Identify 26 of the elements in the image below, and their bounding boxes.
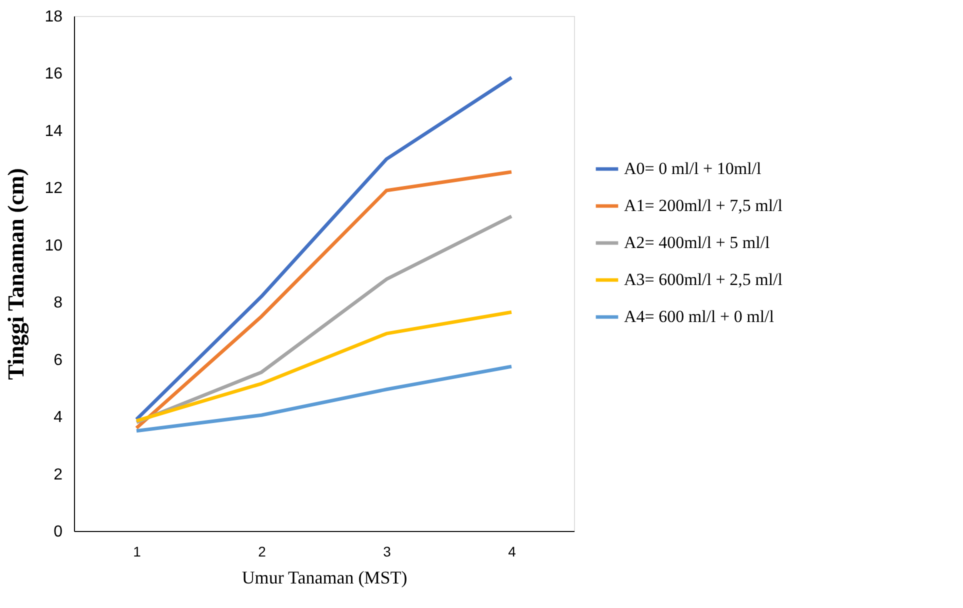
line-series [134,76,514,422]
legend-label: A2= 400ml/l + 5 ml/l [624,233,770,252]
y-tick-label: 16 [44,66,63,83]
y-tick-label: 4 [54,409,63,426]
y-tick-label: 18 [44,8,63,26]
y-tick-label: 0 [54,524,63,540]
y-tick-label: 14 [44,122,63,140]
y-tick-label: 6 [54,352,63,369]
line-series [134,214,514,424]
x-tick-label: 1 [133,544,142,560]
legend-label: A1= 200ml/l + 7,5 ml/l [624,196,783,215]
line-series [134,170,514,430]
y-tick-label: 2 [54,466,63,484]
legend-label: A3= 600ml/l + 2,5 ml/l [624,270,783,289]
legend-label: A0= 0 ml/l + 10ml/l [624,159,762,178]
line-series [134,364,514,433]
y-axis-title: Tinggi Tanaman (cm) [4,168,30,380]
y-tick-label: 10 [44,237,63,254]
x-axis-title: Umur Tanaman (MST) [242,568,408,588]
y-tick-label: 8 [54,294,63,312]
line-series [134,310,514,423]
x-tick-label: 4 [508,544,516,560]
y-tick-label: 12 [44,180,63,198]
legend-label: A4= 600 ml/l + 0 ml/l [624,307,774,326]
x-tick-label: 3 [383,544,392,560]
x-tick-label: 2 [258,544,266,560]
